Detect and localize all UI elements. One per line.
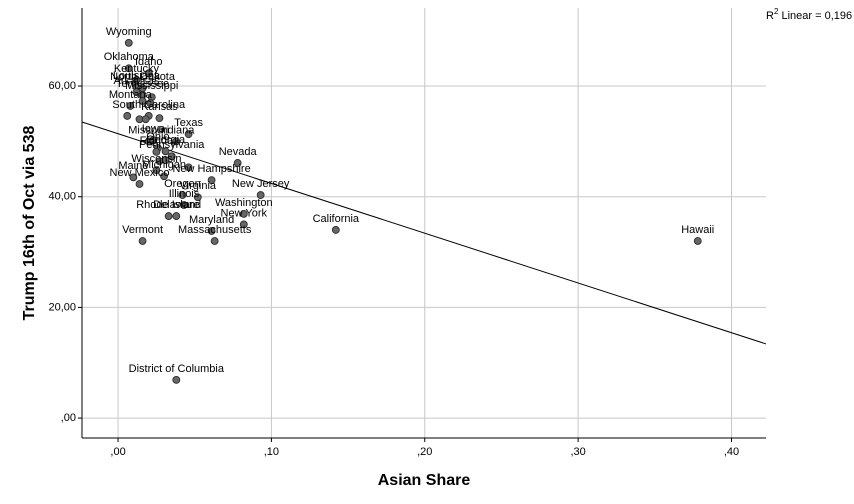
point-label: New Mexico bbox=[110, 167, 170, 179]
point bbox=[126, 102, 135, 110]
point bbox=[152, 166, 161, 175]
plot-area bbox=[82, 8, 766, 438]
point bbox=[141, 115, 150, 124]
point-label: Maryland bbox=[189, 214, 234, 226]
x-tick-label: ,00 bbox=[110, 446, 125, 458]
x-tick-label: ,40 bbox=[724, 446, 739, 458]
point bbox=[152, 147, 161, 156]
y-tick-label: ,00 bbox=[61, 412, 76, 424]
point bbox=[184, 163, 193, 172]
point bbox=[167, 152, 176, 161]
point-label: California bbox=[313, 213, 360, 225]
point-label: Wisconsin bbox=[131, 153, 181, 165]
y-axis-title: Trump 16th of Oct via 538 bbox=[21, 126, 38, 321]
point-label: North Dakota bbox=[110, 71, 176, 83]
y-tick-label: 20,00 bbox=[48, 301, 76, 313]
point-label: Texas bbox=[174, 117, 203, 129]
point-label: Virginia bbox=[180, 180, 217, 192]
point-label: Kentucky bbox=[114, 63, 160, 75]
point-label: Oregon bbox=[164, 178, 201, 190]
point-label: Idaho bbox=[135, 56, 163, 68]
point bbox=[124, 64, 133, 73]
point-label: Georgia bbox=[146, 134, 186, 146]
point bbox=[160, 172, 168, 181]
point bbox=[124, 38, 133, 47]
point-label: Kansas bbox=[141, 101, 178, 113]
point-label: Washington bbox=[215, 197, 273, 209]
x-tick-label: ,30 bbox=[570, 446, 585, 458]
point bbox=[184, 130, 193, 139]
point bbox=[135, 180, 144, 188]
point-label: Iowa bbox=[142, 123, 166, 135]
r2-text: Linear = 0,196 bbox=[778, 10, 852, 22]
point bbox=[256, 191, 265, 199]
point bbox=[207, 176, 216, 185]
point-label: Massachusetts bbox=[178, 224, 252, 236]
fit-line bbox=[81, 121, 767, 345]
point-label: Wyoming bbox=[106, 26, 152, 38]
point-label: Nevada bbox=[219, 146, 258, 158]
point bbox=[146, 99, 155, 108]
point-label: Indiana bbox=[158, 124, 195, 136]
point bbox=[155, 114, 164, 123]
point bbox=[161, 147, 170, 156]
x-axis-title: Asian Share bbox=[378, 472, 471, 489]
point bbox=[129, 173, 138, 182]
y-tick-label: 60,00 bbox=[48, 80, 76, 92]
point-label: Illinois bbox=[169, 188, 200, 200]
point-label: District of Columbia bbox=[129, 363, 225, 375]
point-label: Arkansas bbox=[114, 75, 160, 87]
point bbox=[210, 237, 219, 245]
point bbox=[138, 97, 147, 105]
point-label: Hawaii bbox=[681, 224, 714, 236]
r2-sup: 2 bbox=[774, 7, 779, 16]
point bbox=[172, 212, 181, 220]
point-label: Mississippi bbox=[125, 80, 178, 92]
point bbox=[239, 220, 248, 229]
point-label: Tennessee bbox=[116, 78, 169, 90]
point bbox=[233, 159, 242, 167]
point-label: Florida bbox=[140, 135, 175, 147]
point bbox=[123, 112, 132, 120]
point-label: Delaware bbox=[153, 199, 199, 211]
point-label: Louisiana bbox=[113, 70, 161, 82]
point-label: South Carolina bbox=[112, 99, 186, 111]
point bbox=[693, 237, 702, 245]
point-label: Ohio bbox=[146, 131, 169, 143]
point-label: New Hampshire bbox=[172, 163, 250, 175]
point bbox=[239, 209, 248, 218]
point-label: Rhode Island bbox=[136, 199, 201, 211]
r2-base: R bbox=[766, 10, 774, 22]
point bbox=[331, 226, 340, 234]
point bbox=[180, 201, 188, 209]
point-label: New York bbox=[221, 207, 268, 219]
point-label: Montana bbox=[109, 89, 153, 101]
point bbox=[207, 227, 216, 235]
point-label: Maine bbox=[118, 160, 148, 172]
point-label: Pennsylvania bbox=[139, 139, 205, 151]
point-label: Vermont bbox=[122, 224, 163, 236]
point bbox=[155, 157, 164, 166]
x-tick-label: ,10 bbox=[264, 446, 279, 458]
point-label: Michigan bbox=[142, 159, 186, 171]
point-label: Missouri bbox=[128, 124, 169, 136]
point bbox=[172, 375, 181, 384]
point-label: New Jersey bbox=[232, 178, 290, 190]
y-tick-label: 40,00 bbox=[48, 191, 76, 203]
point bbox=[172, 137, 181, 146]
point bbox=[138, 237, 147, 245]
point bbox=[178, 191, 187, 199]
point-label: Oklahoma bbox=[104, 51, 155, 63]
r2-annotation: R2 Linear = 0,196 bbox=[766, 7, 852, 22]
point bbox=[149, 136, 158, 145]
point bbox=[164, 212, 173, 220]
point bbox=[144, 69, 153, 78]
point bbox=[193, 193, 202, 202]
x-tick-label: ,20 bbox=[417, 446, 432, 458]
